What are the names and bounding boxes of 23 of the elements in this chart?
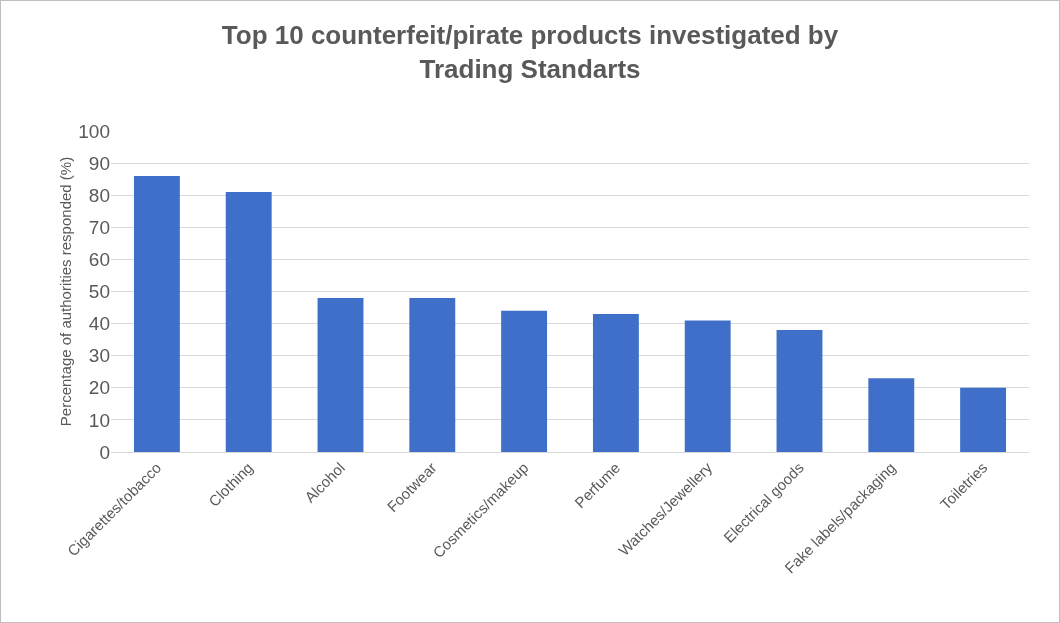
bar	[225, 191, 272, 452]
bar	[868, 378, 915, 452]
chart-title: Top 10 counterfeit/pirate products investigated by Trading Standarts	[221, 20, 839, 85]
y-tick-label: 10	[88, 409, 110, 431]
bar	[776, 330, 823, 452]
y-tick-label: 40	[88, 313, 110, 335]
y-axis-title: Percentage of authorities responded (%)	[57, 156, 74, 427]
y-tick-label: 60	[88, 249, 110, 271]
y-tick-label: 50	[88, 281, 110, 303]
bar	[409, 297, 456, 452]
y-tick-label: 0	[99, 441, 110, 463]
y-tick-label: 20	[88, 377, 110, 399]
bar	[684, 320, 731, 452]
bar	[592, 313, 639, 452]
y-tick-label: 70	[88, 216, 110, 238]
y-tick-label: 30	[88, 345, 110, 367]
y-tick-label: 100	[78, 120, 110, 142]
y-tick-label: 90	[88, 152, 110, 174]
bar	[501, 310, 548, 452]
bar	[960, 387, 1007, 452]
bar	[133, 175, 180, 452]
bar	[317, 297, 364, 452]
y-tick-label: 80	[88, 184, 110, 206]
